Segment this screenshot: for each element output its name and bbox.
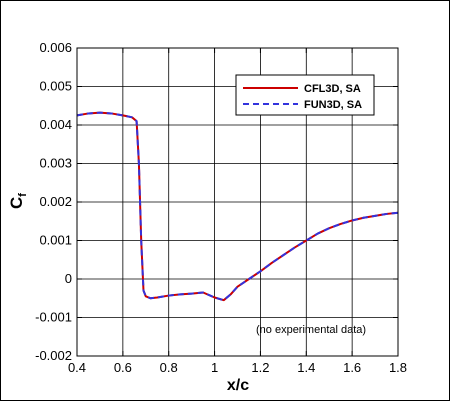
ticks-layer: 0.4 0.6 0.8 1 1.2 1.4 1.6 1.8 -0.002 -0.001 0 0.001… — [35, 40, 407, 375]
annotation-text: (no experimental data) — [256, 324, 366, 336]
x-tick-label: 1.6 — [343, 360, 361, 375]
x-tick-label: 1.2 — [251, 360, 269, 375]
legend-box — [235, 74, 375, 116]
y-tick-label: -0.001 — [35, 310, 72, 325]
y-axis-label: Cf — [7, 193, 29, 209]
y-tick-label: 0.005 — [39, 79, 72, 94]
legend: CFL3D, SA FUN3D, SA — [235, 74, 375, 116]
y-tick-label: 0.006 — [39, 40, 72, 55]
y-axis-label-base: C — [7, 197, 26, 209]
y-tick-label: 0.001 — [39, 233, 72, 248]
y-axis-label-subscript: f — [17, 193, 29, 197]
x-tick-label: 0.6 — [114, 360, 132, 375]
legend-label-fun3d: FUN3D, SA — [304, 99, 362, 111]
x-tick-label: 0.8 — [160, 360, 178, 375]
legend-label-cfl3d: CFL3D, SA — [304, 83, 361, 95]
x-axis-label: x/c — [227, 377, 249, 394]
series-line-cfl3d — [76, 111, 399, 302]
y-tick-label: 0.004 — [39, 117, 72, 132]
series-line-fun3d — [76, 111, 399, 302]
x-tick-label: 1 — [211, 360, 218, 375]
x-tick-label: 1.8 — [389, 360, 407, 375]
y-tick-label: 0 — [65, 271, 72, 286]
y-tick-label: 0.003 — [39, 156, 72, 171]
series-layer — [76, 111, 399, 302]
x-tick-label: 0.4 — [68, 360, 86, 375]
y-tick-label: 0.002 — [39, 194, 72, 209]
y-tick-label: -0.002 — [35, 348, 72, 363]
x-tick-label: 1.4 — [297, 360, 315, 375]
